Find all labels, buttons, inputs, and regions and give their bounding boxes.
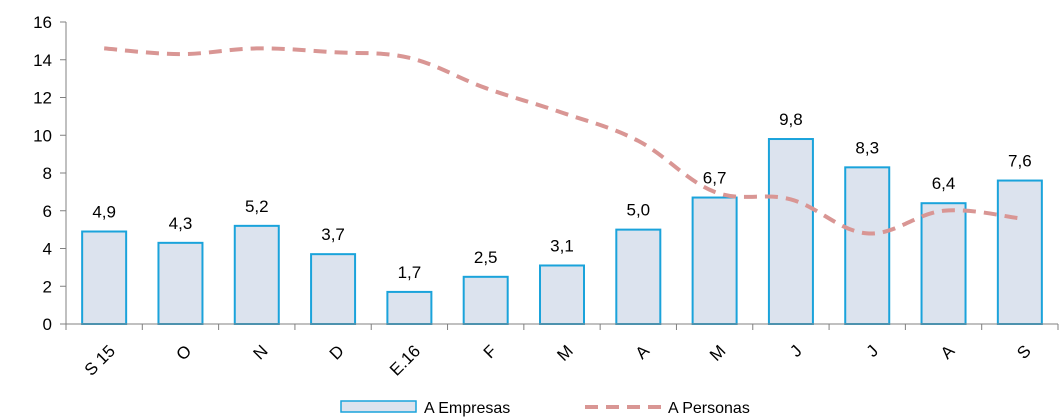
data-label: 5,2	[245, 197, 269, 216]
y-tick-label: 4	[43, 240, 52, 259]
bar	[310, 253, 357, 326]
data-label: 3,1	[550, 236, 574, 255]
bar	[615, 228, 662, 325]
y-axis: 0 2 4 6 8 10 12 14 16	[33, 13, 67, 334]
y-tick-label: 2	[43, 277, 52, 296]
bar	[539, 264, 585, 325]
bar	[767, 138, 814, 325]
x-tick-label: M	[553, 341, 576, 364]
bars-a-empresas: 4,9 4,3 5,2 3,7 1,7 2,5 3,1 5,0 6,7 9,8 8,3 6,4 7,6	[81, 110, 1043, 326]
data-label: 9,8	[779, 110, 803, 129]
data-label: 1,7	[398, 263, 422, 282]
y-tick-label: 14	[33, 51, 52, 70]
x-tick-label: S	[1013, 341, 1034, 362]
data-label: 6,4	[932, 174, 956, 193]
y-tick-label: 0	[43, 315, 52, 334]
data-label: 2,5	[474, 248, 498, 267]
data-label: 4,3	[169, 214, 193, 233]
x-tick-label: J	[863, 341, 882, 360]
x-tick-label: E.16	[386, 341, 424, 379]
x-tick-label: D	[326, 341, 348, 363]
x-axis: S 15 O N D E.16 F M A M J J A S	[65, 323, 1059, 380]
legend: A Empresas A Personas	[340, 400, 750, 417]
y-tick-label: 12	[33, 89, 52, 108]
x-tick-label: S 15	[81, 341, 119, 379]
data-label: 3,7	[321, 225, 345, 244]
x-tick-label: F	[480, 341, 501, 362]
line-a-personas	[104, 46, 1021, 236]
data-label: 8,3	[855, 138, 879, 157]
x-tick-label: N	[249, 341, 271, 363]
bar	[996, 179, 1043, 325]
bar	[157, 241, 204, 325]
bar	[462, 275, 509, 325]
series-line-a-personas	[104, 46, 1021, 236]
data-label: 4,9	[92, 203, 116, 222]
y-tick-label: 10	[33, 126, 52, 145]
y-tick-label: 8	[43, 164, 52, 183]
legend-label-a-empresas: A Empresas	[424, 400, 510, 417]
bar	[844, 166, 891, 325]
y-tick-label: 6	[43, 202, 52, 221]
bar	[691, 196, 738, 326]
x-tick-label: J	[786, 341, 805, 360]
bar	[81, 230, 128, 325]
data-label: 7,6	[1008, 152, 1032, 171]
x-tick-label: A	[937, 341, 959, 363]
data-label: 6,7	[703, 169, 727, 188]
bar	[386, 290, 433, 326]
bar	[233, 224, 280, 326]
x-tick-label: M	[706, 341, 729, 364]
bar	[920, 202, 967, 325]
x-tick-label: A	[632, 341, 654, 363]
legend-swatch-a-empresas	[340, 400, 417, 413]
x-tick-label: O	[172, 341, 195, 364]
data-label: 5,0	[626, 201, 650, 220]
legend-label-a-personas: A Personas	[668, 400, 750, 417]
y-tick-label: 16	[33, 13, 52, 32]
